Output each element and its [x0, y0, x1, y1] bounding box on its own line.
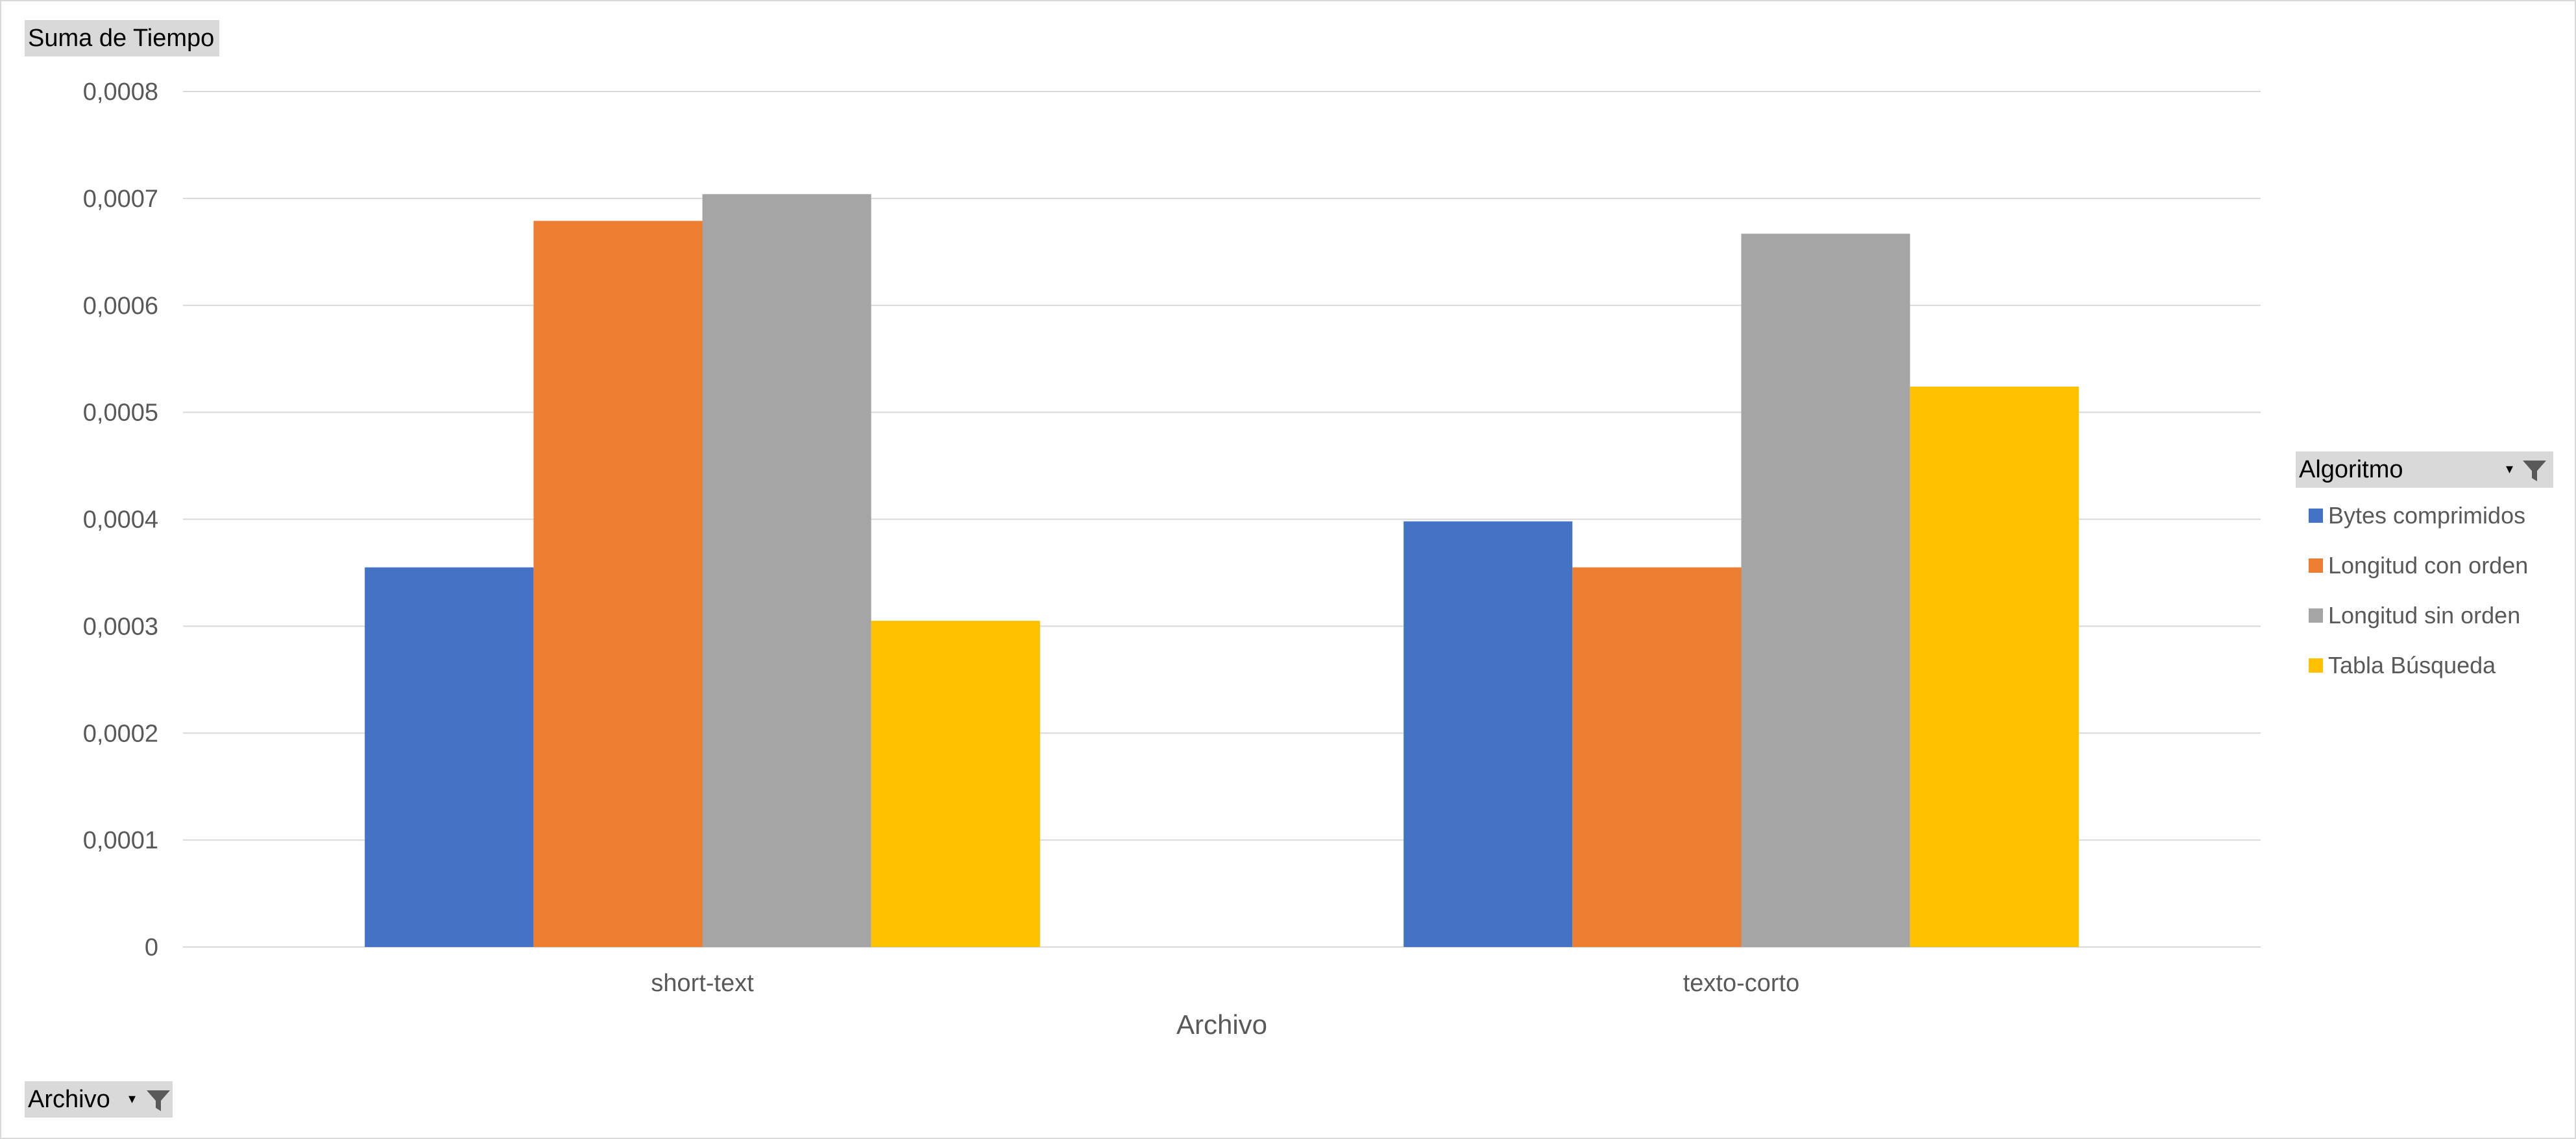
legend-label: Bytes comprimidos — [2328, 502, 2526, 529]
legend-label: Longitud sin orden — [2328, 602, 2521, 629]
value-field-button[interactable]: Suma de Tiempo — [25, 20, 219, 56]
legend-swatch — [2309, 608, 2323, 623]
legend-label: Longitud con orden — [2328, 552, 2529, 579]
x-axis-title: Archivo — [1176, 1009, 1267, 1040]
bars — [365, 194, 2079, 948]
legend-swatch — [2309, 509, 2323, 523]
y-tick-label: 0,0001 — [83, 827, 158, 854]
y-tick-label: 0,0007 — [83, 186, 158, 213]
bar[interactable] — [1910, 387, 2079, 947]
legend-field-button[interactable]: Algoritmo ▾ — [2296, 451, 2553, 488]
bar[interactable] — [1403, 521, 1573, 947]
axis-field-button[interactable]: Archivo ▾ — [25, 1081, 173, 1118]
chevron-down-icon[interactable]: ▾ — [128, 1090, 136, 1107]
legend: Bytes comprimidos Longitud con orden Longi… — [2309, 499, 2568, 699]
axis-labels: 0 0,0001 0,0002 0,0003 0,0004 0,0005 0,0006 0,0… — [83, 78, 1800, 997]
chevron-down-icon[interactable]: ▾ — [2506, 461, 2514, 477]
legend-swatch — [2309, 558, 2323, 573]
y-tick-label: 0,0002 — [83, 720, 158, 747]
value-field-label: Suma de Tiempo — [28, 25, 215, 52]
legend-swatch — [2309, 658, 2323, 673]
bar[interactable] — [365, 567, 534, 947]
y-tick-label: 0,0005 — [83, 400, 158, 427]
y-tick-label: 0 — [145, 934, 158, 961]
bar[interactable] — [1572, 567, 1742, 947]
legend-item[interactable]: Bytes comprimidos — [2309, 499, 2568, 549]
x-tick-label: short-text — [651, 970, 754, 997]
filter-icon[interactable] — [145, 1088, 171, 1114]
legend-label: Tabla Búsqueda — [2328, 652, 2496, 678]
legend-item[interactable]: Longitud con orden — [2309, 549, 2568, 599]
y-tick-label: 0,0006 — [83, 293, 158, 320]
legend-item[interactable]: Longitud sin orden — [2309, 599, 2568, 649]
legend-field-label: Algoritmo — [2299, 456, 2403, 483]
bar[interactable] — [702, 194, 871, 947]
bar[interactable] — [871, 621, 1040, 947]
y-tick-label: 0,0003 — [83, 613, 158, 640]
bar[interactable] — [533, 221, 703, 947]
bar[interactable] — [1741, 234, 1910, 948]
legend-item[interactable]: Tabla Búsqueda — [2309, 649, 2568, 699]
y-tick-label: 0,0004 — [83, 507, 158, 534]
x-tick-label: texto-corto — [1683, 970, 1800, 997]
axis-field-label: Archivo — [28, 1086, 110, 1113]
y-tick-label: 0,0008 — [83, 78, 158, 106]
filter-icon[interactable] — [2521, 458, 2547, 484]
